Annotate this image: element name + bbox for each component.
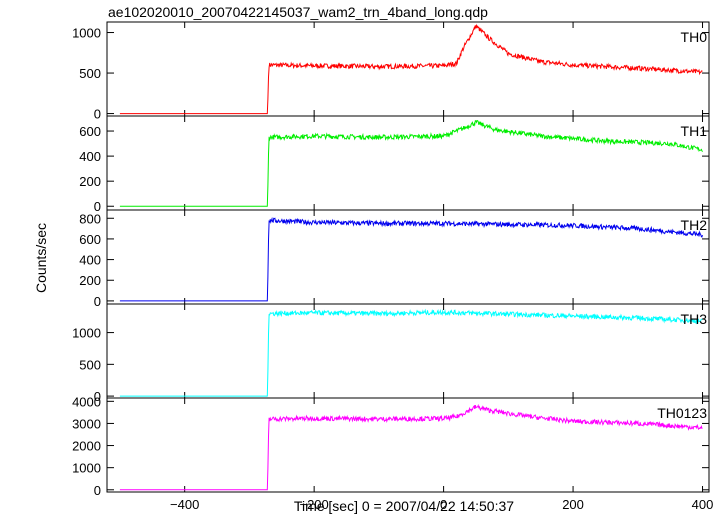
y-tick-label: 500 — [79, 357, 101, 372]
y-tick-label: 0 — [94, 294, 101, 309]
y-tick-label: 0 — [94, 199, 101, 214]
x-tick-label: 0 — [440, 497, 447, 512]
panel-th1: 0 200 400 600 TH1 — [79, 115, 710, 214]
series-line-th0 — [119, 23, 703, 115]
x-tick-label: −400 — [170, 497, 199, 512]
y-tick-label: 0 — [94, 389, 101, 404]
series-line-th3 — [119, 308, 703, 397]
y-tick-label: 200 — [79, 174, 101, 189]
chart-title: ae102020010_20070422145037_wam2_trn_4ban… — [108, 4, 488, 20]
y-tick-label: 400 — [79, 149, 101, 164]
panel-th3: 0 500 1000 TH3 — [72, 303, 710, 404]
y-tick-label: 400 — [79, 253, 101, 268]
y-axis-label: Counts/sec — [33, 223, 49, 293]
y-tick-label: 800 — [79, 211, 101, 226]
panel-th0123: 0 1000 2000 3000 4000 TH0123 — [72, 394, 710, 498]
series-label: TH2 — [681, 217, 708, 233]
x-axis-tick-labels: −400 −200 0 200 400 — [170, 497, 713, 512]
series-label: TH0 — [681, 29, 708, 45]
y-tick-label: 0 — [94, 483, 101, 498]
y-tick-label: 600 — [79, 124, 101, 139]
y-tick-label: 600 — [79, 232, 101, 247]
series-label: TH1 — [681, 123, 708, 139]
y-tick-label: 500 — [79, 66, 101, 81]
series-line-th2 — [119, 216, 703, 302]
x-tick-label: 400 — [692, 497, 714, 512]
x-tick-label: −200 — [299, 497, 328, 512]
panel-th0: 0 500 1000 TH0 — [72, 21, 710, 122]
series-line-th0123 — [119, 403, 703, 491]
y-tick-label: 2000 — [72, 439, 101, 454]
panel-frame — [106, 115, 710, 211]
x-tick-label: 200 — [562, 497, 584, 512]
series-line-th1 — [119, 120, 703, 207]
y-tick-label: 1000 — [72, 26, 101, 41]
y-tick-label: 0 — [94, 107, 101, 122]
panel-frame — [106, 397, 710, 493]
panel-th2: 0 200 400 600 800 TH2 — [79, 209, 710, 309]
x-axis-label: Time [sec] 0 = 2007/04/22 14:50:37 — [294, 498, 514, 514]
y-tick-label: 4000 — [72, 394, 101, 409]
y-tick-label: 1000 — [72, 461, 101, 476]
series-label: TH0123 — [657, 405, 707, 421]
y-tick-label: 1000 — [72, 326, 101, 341]
series-label: TH3 — [681, 311, 708, 327]
panel-stack: 0 500 1000 TH0 0 200 400 600 TH1 0 200 400 600 800 TH2… — [72, 21, 710, 498]
panel-frame — [106, 21, 710, 117]
y-tick-label: 3000 — [72, 416, 101, 431]
y-tick-label: 200 — [79, 273, 101, 288]
